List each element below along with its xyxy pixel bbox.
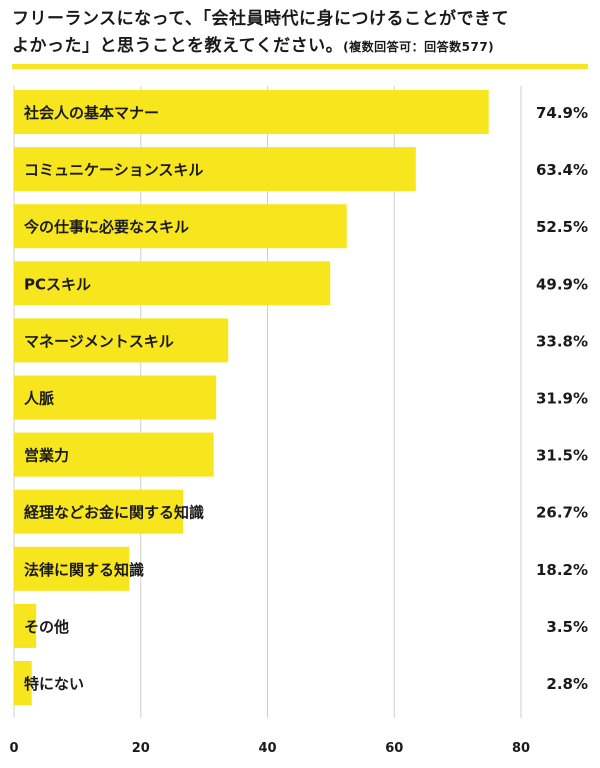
chart-title: フリーランスになって、「会社員時代に身につけることができて よかった」と思うこと…	[12, 6, 592, 61]
category-label: PCスキル	[24, 275, 91, 293]
category-label: 法律に関する知識	[24, 561, 144, 579]
bar	[14, 375, 217, 420]
category-label: 人脈	[24, 390, 54, 408]
category-label: 特にない	[24, 675, 84, 693]
category-label: マネージメントスキル	[24, 332, 174, 350]
title-underline	[12, 64, 588, 69]
bar	[14, 90, 489, 134]
category-label: 社会人の基本マナー	[23, 104, 159, 122]
category-label: その他	[24, 618, 69, 636]
value-label: 74.9%	[536, 104, 588, 122]
title-note: (複数回答可：回答数577)	[343, 40, 495, 54]
bar	[14, 261, 331, 306]
value-label: 3.5%	[546, 618, 588, 636]
bar	[14, 661, 32, 705]
value-label: 18.2%	[536, 561, 588, 579]
title-line-2-text: よかった」と思うことを教えてください。	[12, 36, 344, 56]
value-label: 2.8%	[546, 675, 588, 693]
bar	[14, 318, 229, 363]
value-label: 33.8%	[536, 332, 588, 350]
category-label: 経理などお金に関する知識	[24, 504, 204, 522]
bar	[14, 546, 130, 591]
category-label: コミュニケーションスキル	[24, 161, 203, 179]
value-label: 31.5%	[536, 447, 588, 465]
x-tick-label: 20	[132, 741, 150, 756]
bar	[14, 489, 184, 534]
title-line-1: フリーランスになって、「会社員時代に身につけることができて	[12, 9, 509, 29]
value-label: 63.4%	[536, 161, 588, 179]
bar	[14, 603, 37, 648]
bar	[14, 432, 214, 477]
x-tick-label: 80	[512, 741, 530, 756]
category-label: 営業力	[24, 447, 69, 465]
value-label: 52.5%	[536, 218, 588, 236]
x-tick-label: 0	[9, 741, 18, 756]
value-label: 49.9%	[536, 275, 588, 293]
category-label: 今の仕事に必要なスキル	[23, 218, 189, 236]
x-tick-label: 60	[385, 741, 403, 756]
x-tick-label: 40	[258, 741, 276, 756]
bar	[14, 147, 416, 192]
title-line-2: よかった」と思うことを教えてください。(複数回答可：回答数577)	[12, 33, 592, 61]
value-label: 31.9%	[536, 390, 588, 408]
value-label: 26.7%	[536, 504, 588, 522]
bar	[14, 204, 347, 249]
